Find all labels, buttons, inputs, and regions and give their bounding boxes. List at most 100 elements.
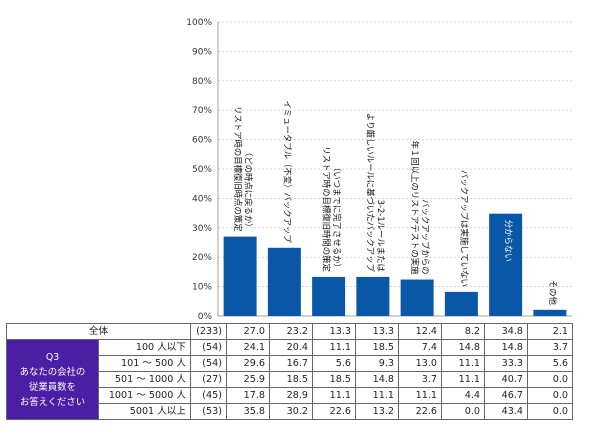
category-label: 年１回以上のリストアテストの実施 bbox=[410, 141, 420, 276]
y-tick-label: 60% bbox=[192, 136, 212, 146]
sample-size: (54) bbox=[190, 355, 227, 372]
data-table: 全体 (233) 27.0 23.2 13.3 13.3 12.4 8.2 34.8 2.1 Q3 あ… bbox=[6, 323, 573, 420]
table-cell: 13.0 bbox=[398, 355, 442, 372]
row-label: 101 ～ 500 人 bbox=[98, 355, 191, 372]
table-cell: 40.7 bbox=[484, 371, 528, 388]
sample-size: (27) bbox=[190, 371, 227, 388]
table-cell: 24.1 bbox=[226, 339, 270, 356]
question-label: Q3 あなたの会社の 従業員数を お答えください bbox=[6, 339, 99, 420]
table-cell: 14.8 bbox=[441, 339, 485, 356]
y-tick-label: 70% bbox=[192, 106, 212, 116]
table-cell: 11.1 bbox=[441, 355, 485, 372]
table-cell: 4.4 bbox=[441, 387, 485, 404]
table-cell: 18.5 bbox=[312, 371, 356, 388]
table-cell: 3.7 bbox=[398, 371, 442, 388]
table-cell: 22.6 bbox=[398, 403, 442, 420]
table-cell: 17.8 bbox=[226, 387, 270, 404]
category-label: リストア時の目標復旧時間の策定 bbox=[321, 146, 331, 272]
table-row-total: 全体 (233) 27.0 23.2 13.3 13.3 12.4 8.2 34.8 2.1 bbox=[6, 323, 573, 340]
sample-size: (54) bbox=[190, 339, 227, 356]
category-label: より厳しいルールに基づいたバックアップ bbox=[366, 113, 376, 273]
bars bbox=[223, 213, 567, 316]
row-label: 501 ～ 1000 人 bbox=[98, 371, 191, 388]
y-tick-label: 20% bbox=[192, 253, 212, 263]
table-cell: 34.8 bbox=[484, 323, 528, 340]
table-cell: 13.3 bbox=[312, 323, 356, 340]
bar bbox=[489, 213, 523, 316]
y-tick-label: 80% bbox=[192, 77, 212, 87]
table-cell: 0.0 bbox=[441, 403, 485, 420]
y-tick-label: 10% bbox=[192, 283, 212, 293]
table-cell: 18.5 bbox=[355, 339, 399, 356]
y-tick-label: 90% bbox=[192, 47, 212, 57]
table-cell: 11.1 bbox=[312, 339, 356, 356]
bar-chart: 0% 10% 20% 30% 40% 50% 60% 70% 80% 90% 100% リストア時の… bbox=[186, 18, 572, 322]
table-cell: 22.6 bbox=[312, 403, 356, 420]
table-cell: 35.8 bbox=[226, 403, 270, 420]
table-cell: 0.0 bbox=[527, 403, 573, 420]
table-cell: 0.0 bbox=[527, 371, 573, 388]
table-cell: 8.2 bbox=[441, 323, 485, 340]
y-tick-label: 50% bbox=[192, 165, 212, 175]
y-tick-label: 30% bbox=[192, 224, 212, 234]
table-cell: 28.9 bbox=[269, 387, 313, 404]
bar bbox=[444, 291, 478, 316]
y-tick-label: 100% bbox=[186, 18, 212, 28]
sample-size: (45) bbox=[190, 387, 227, 404]
table-cell: 11.1 bbox=[441, 371, 485, 388]
bar bbox=[533, 309, 567, 316]
category-label: その他 bbox=[548, 280, 558, 306]
bar bbox=[356, 276, 390, 316]
sample-size: (233) bbox=[190, 323, 227, 340]
category-label: バックアップは実施していない bbox=[459, 170, 469, 287]
table-cell: 5.6 bbox=[312, 355, 356, 372]
category-labels: リストア時の目標復旧時点の策定 （どの時点に戻るか） イミュータブル（不変）バックア… bbox=[233, 100, 558, 305]
table-row: 5001 人以上 (53) 35.8 30.2 22.6 13.2 22.6 0.0 43.4 0… bbox=[7, 403, 573, 420]
category-label: リストア時の目標復旧時点の策定 bbox=[233, 106, 243, 232]
table-cell: 27.0 bbox=[226, 323, 270, 340]
table-cell: 11.1 bbox=[355, 387, 399, 404]
table-cell: 20.4 bbox=[269, 339, 313, 356]
table-cell: 18.5 bbox=[269, 371, 313, 388]
table-cell: 2.1 bbox=[527, 323, 573, 340]
table-cell: 46.7 bbox=[484, 387, 528, 404]
table-row: Q3 あなたの会社の 従業員数を お答えください 100 人以下 (54) 24.1 20.4… bbox=[6, 339, 573, 420]
table-cell: 13.2 bbox=[355, 403, 399, 420]
table-cell: 9.3 bbox=[355, 355, 399, 372]
table-cell: 14.8 bbox=[484, 339, 528, 356]
category-label: バックアップからの bbox=[420, 199, 430, 274]
category-label: イミュータブル（不変）バックアップ bbox=[282, 100, 292, 243]
table-cell: 12.4 bbox=[398, 323, 442, 340]
y-tick-label: 40% bbox=[192, 194, 212, 204]
category-label: （どの時点に戻るか） bbox=[243, 148, 253, 232]
category-label: 3-2-1ルールまたは bbox=[376, 200, 386, 272]
row-label: 1001 ～ 5000 人 bbox=[98, 387, 191, 404]
table-cell: 29.6 bbox=[226, 355, 270, 372]
table-cell: 23.2 bbox=[269, 323, 313, 340]
y-axis-ticks: 0% 10% 20% 30% 40% 50% 60% 70% 80% 90% 100% bbox=[186, 18, 212, 322]
table-cell: 0.0 bbox=[527, 387, 573, 404]
category-label: 分からない bbox=[504, 220, 514, 262]
table-cell: 13.3 bbox=[355, 323, 399, 340]
table-cell: 11.1 bbox=[312, 387, 356, 404]
category-label: （いつまでに完了させるか） bbox=[332, 163, 342, 272]
bar bbox=[267, 247, 301, 316]
table-cell: 5.6 bbox=[527, 355, 573, 372]
table-cell: 43.4 bbox=[484, 403, 528, 420]
table-cell: 16.7 bbox=[269, 355, 313, 372]
table-cell: 33.3 bbox=[484, 355, 528, 372]
table-row: 501 ～ 1000 人 (27) 25.9 18.5 18.5 14.8 3.7 11.1 4… bbox=[7, 371, 573, 388]
table-row: 101 ～ 500 人 (54) 29.6 16.7 5.6 9.3 13.0 11.1 33.… bbox=[7, 355, 573, 372]
row-label: 5001 人以上 bbox=[98, 403, 191, 420]
sample-size: (53) bbox=[190, 403, 227, 420]
y-tick-label: 0% bbox=[198, 312, 213, 322]
bar bbox=[400, 279, 434, 316]
grid-lines bbox=[217, 21, 572, 317]
row-label: 全体 bbox=[6, 323, 191, 340]
table-cell: 7.4 bbox=[398, 339, 442, 356]
table-cell: 30.2 bbox=[269, 403, 313, 420]
table-cell: 25.9 bbox=[226, 371, 270, 388]
row-label: 100 人以下 bbox=[98, 339, 191, 356]
bar bbox=[312, 276, 346, 316]
bar bbox=[223, 236, 257, 316]
